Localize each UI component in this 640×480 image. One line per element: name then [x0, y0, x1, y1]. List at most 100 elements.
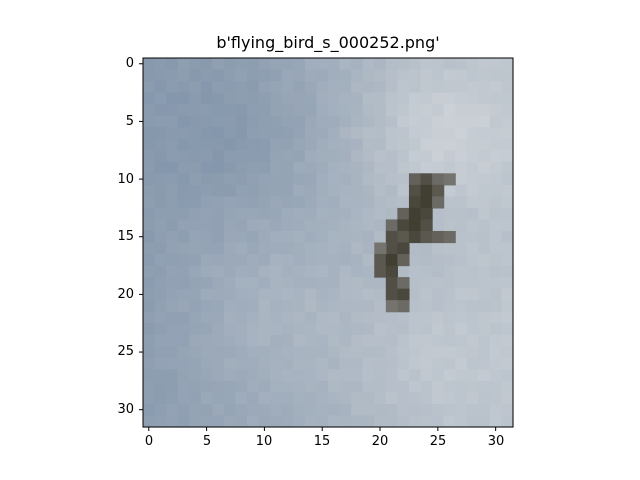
bird-pixel — [408, 173, 422, 186]
image-pixel — [339, 115, 352, 128]
image-pixel — [339, 230, 352, 244]
image-pixel — [166, 323, 179, 336]
image-pixel — [501, 230, 514, 244]
image-pixel — [466, 138, 479, 151]
image-pixel — [385, 138, 398, 151]
image-pixel — [212, 300, 225, 313]
image-pixel — [455, 334, 468, 347]
image-pixel — [408, 334, 422, 347]
image-pixel — [328, 92, 341, 105]
bird-pixel — [420, 173, 433, 186]
image-pixel — [223, 127, 237, 140]
image-pixel — [270, 334, 283, 347]
image-pixel — [223, 242, 237, 255]
image-pixel — [304, 104, 318, 117]
image-pixel — [374, 150, 387, 163]
image-pixel — [154, 403, 167, 417]
image-pixel — [154, 196, 167, 209]
image-pixel — [258, 81, 271, 94]
image-pixel — [420, 415, 433, 428]
image-pixel — [443, 403, 456, 417]
image-pixel — [478, 254, 491, 267]
image-pixel — [455, 323, 468, 336]
image-pixel — [143, 92, 156, 105]
image-pixel — [143, 323, 156, 336]
image-pixel — [154, 265, 167, 278]
image-pixel — [223, 81, 237, 94]
image-pixel — [385, 173, 398, 186]
image-pixel — [466, 288, 479, 301]
image-pixel — [443, 184, 456, 197]
image-pixel — [397, 357, 410, 370]
image-pixel — [385, 127, 398, 140]
image-pixel — [397, 184, 410, 197]
image-pixel — [270, 81, 283, 94]
image-pixel — [258, 277, 271, 290]
image-pixel — [328, 346, 341, 359]
image-pixel — [247, 81, 260, 94]
image-pixel — [212, 357, 225, 370]
image-pixel — [235, 254, 248, 267]
image-pixel — [270, 58, 283, 71]
image-pixel — [270, 369, 283, 382]
image-pixel — [408, 415, 422, 428]
image-pixel — [362, 369, 375, 382]
image-pixel — [328, 58, 341, 71]
image-pixel — [408, 380, 422, 394]
image-pixel — [455, 392, 468, 405]
image-pixel — [316, 369, 329, 382]
image-pixel — [258, 150, 271, 163]
image-pixel — [293, 380, 306, 394]
image-pixel — [328, 380, 341, 394]
image-pixel — [212, 138, 225, 151]
image-pixel — [189, 58, 202, 71]
image-pixel — [247, 92, 260, 105]
image-pixel — [293, 311, 306, 324]
image-pixel — [328, 403, 341, 417]
image-pixel — [420, 127, 433, 140]
image-pixel — [351, 369, 364, 382]
image-pixel — [478, 277, 491, 290]
image-pixel — [351, 311, 364, 324]
image-pixel — [362, 265, 375, 278]
image-pixel — [420, 334, 433, 347]
image-pixel — [154, 334, 167, 347]
image-pixel — [143, 115, 156, 128]
image-pixel — [200, 392, 213, 405]
image-pixel — [258, 380, 271, 394]
image-pixel — [143, 357, 156, 370]
image-pixel — [212, 323, 225, 336]
image-pixel — [247, 242, 260, 255]
image-pixel — [143, 311, 156, 324]
image-pixel — [328, 161, 341, 174]
image-pixel — [478, 92, 491, 105]
image-pixel — [143, 288, 156, 301]
image-pixel — [200, 115, 213, 128]
y-tick-0: 0 — [125, 56, 134, 71]
image-pixel — [489, 207, 503, 221]
image-pixel — [339, 277, 352, 290]
image-pixel — [374, 207, 387, 221]
image-pixel — [466, 92, 479, 105]
image-pixel — [478, 346, 491, 359]
image-pixel — [339, 403, 352, 417]
image-pixel — [328, 115, 341, 128]
image-pixel — [281, 288, 294, 301]
image-pixel — [200, 265, 213, 278]
image-pixel — [432, 242, 445, 255]
image-pixel — [328, 184, 341, 197]
image-pixel — [328, 311, 341, 324]
image-pixel — [189, 254, 202, 267]
image-pixel — [466, 415, 479, 428]
image-pixel — [466, 392, 479, 405]
image-pixel — [200, 161, 213, 174]
image-pixel — [374, 334, 387, 347]
image-pixel — [466, 81, 479, 94]
image-pixel — [270, 150, 283, 163]
image-pixel — [189, 92, 202, 105]
image-pixel — [374, 104, 387, 117]
image-pixel — [489, 81, 503, 94]
image-pixel — [432, 138, 445, 151]
image-pixel — [443, 357, 456, 370]
image-pixel — [385, 403, 398, 417]
